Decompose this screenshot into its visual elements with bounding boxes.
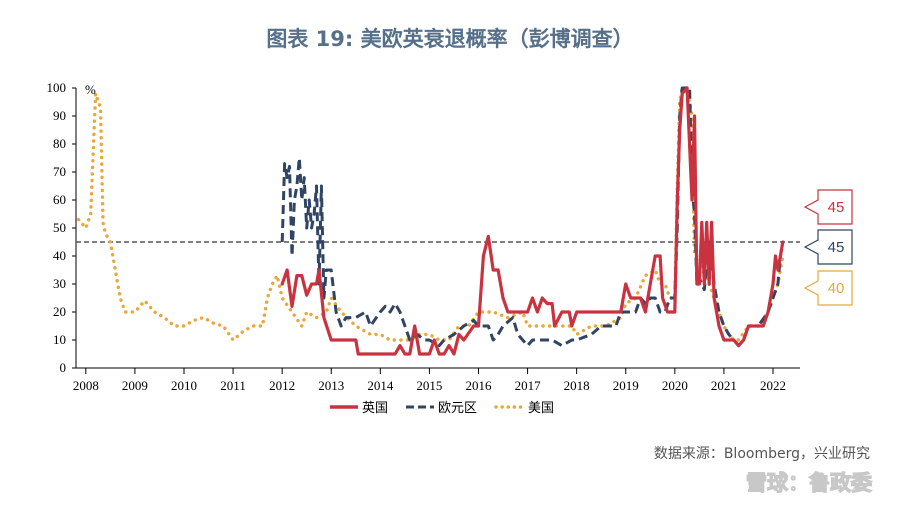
end-label-box — [803, 189, 853, 225]
x-tick-label: 2019 — [613, 378, 639, 393]
end-label-value: 45 — [828, 199, 845, 216]
watermark: 雪球：鲁政委 — [746, 471, 872, 495]
x-tick-label: 2015 — [416, 378, 442, 393]
x-tick-label: 2018 — [564, 378, 590, 393]
y-tick-label: 20 — [53, 304, 66, 319]
x-tick-label: 2017 — [515, 378, 542, 393]
y-tick-label: 90 — [53, 108, 66, 123]
x-tick-label: 2012 — [269, 378, 295, 393]
end-label-us: 40 — [803, 270, 853, 306]
legend-label-uk: 英国 — [362, 401, 388, 416]
y-tick-label: 60 — [53, 192, 66, 207]
series-layer — [76, 86, 785, 356]
y-tick-label: 40 — [53, 248, 66, 263]
x-tick-label: 2013 — [318, 378, 344, 393]
x-tick-label: 2011 — [220, 378, 246, 393]
y-tick-label: 10 — [53, 332, 66, 347]
source-note: 数据来源：Bloomberg，兴业研究 — [654, 446, 870, 462]
end-label-box — [803, 229, 853, 265]
y-axis-unit: % — [85, 82, 96, 97]
end-label-eurozone: 45 — [803, 229, 853, 265]
y-tick-label: 0 — [60, 360, 67, 375]
chart-title: 图表 19: 美欧英衰退概率（彭博调查） — [266, 27, 633, 51]
series-line-uk — [280, 86, 785, 356]
end-label-value: 40 — [828, 280, 845, 297]
end-label-box — [803, 270, 853, 306]
series-line-eurozone — [280, 86, 785, 348]
end-label-uk: 45 — [803, 189, 853, 225]
y-tick-label: 80 — [53, 136, 66, 151]
legend-label-us: 美国 — [528, 401, 554, 416]
x-tick-label: 2008 — [73, 378, 99, 393]
legend-label-eurozone: 欧元区 — [438, 401, 477, 416]
end-value-tags: 45 45 40 — [803, 189, 853, 306]
x-tick-label: 2022 — [760, 378, 786, 393]
y-tick-label: 100 — [47, 80, 67, 95]
x-tick-label: 2020 — [662, 378, 688, 393]
end-label-value: 45 — [828, 239, 845, 256]
plot-area: 0 10 20 30 40 50 60 70 80 90 100 2008 2009 2010 2011 20… — [47, 80, 800, 393]
x-tick-label: 2016 — [465, 378, 492, 393]
legend: 英国 欧元区 美国 — [330, 401, 554, 416]
y-tick-label: 30 — [53, 276, 66, 291]
x-tick-label: 2021 — [711, 378, 737, 393]
y-tick-label: 50 — [53, 220, 66, 235]
x-tick-label: 2010 — [171, 378, 197, 393]
x-tick-label: 2009 — [122, 378, 148, 393]
x-tick-label: 2014 — [367, 378, 394, 393]
y-tick-label: 70 — [53, 164, 66, 179]
